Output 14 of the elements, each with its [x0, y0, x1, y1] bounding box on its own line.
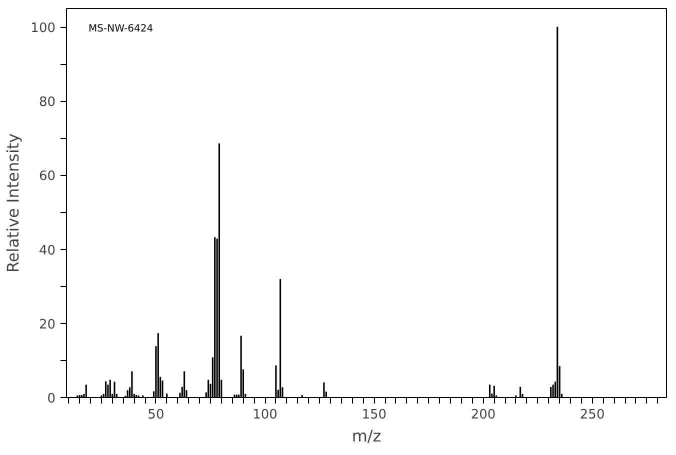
x-tick-label: 200: [470, 408, 496, 422]
x-tick-label: 50: [148, 408, 164, 422]
x-axis-title: m/z: [352, 426, 382, 446]
y-tick-label: 100: [30, 21, 56, 36]
y-tick-label: 60: [38, 169, 56, 184]
annotation: MS-NW-6424: [88, 23, 154, 34]
y-tick-label: 20: [38, 317, 56, 332]
y-axis-title: Relative Intensity: [4, 133, 23, 273]
y-tick-label: 80: [38, 95, 56, 110]
y-tick-label: 0: [47, 392, 56, 406]
x-tick-label: 150: [362, 408, 387, 422]
x-tick-label: 100: [252, 408, 278, 422]
x-tick-label: 250: [580, 408, 605, 422]
y-tick-label: 40: [38, 243, 56, 258]
